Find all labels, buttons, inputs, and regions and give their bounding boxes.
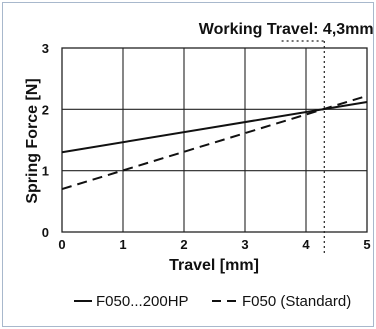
grid-lines (62, 48, 367, 232)
y-tick-labels: 0 1 2 3 (42, 41, 49, 240)
x-tick-label: 5 (363, 237, 370, 252)
legend-label: F050 (Standard) (242, 293, 351, 310)
x-tick-label: 0 (58, 237, 65, 252)
y-axis-label: Spring Force [N] (24, 78, 41, 203)
working-travel-annotation: Working Travel: 4,3mm (199, 21, 374, 254)
y-tick-label: 0 (42, 225, 49, 240)
legend-label: F050...200HP (96, 293, 189, 310)
plot-area (61, 47, 368, 233)
x-axis-label: Travel [mm] (169, 257, 259, 274)
y-tick-label: 1 (42, 164, 49, 179)
working-travel-label: Working Travel: 4,3mm (199, 21, 374, 38)
x-tick-label: 2 (180, 237, 187, 252)
series-line-solid (61, 100, 368, 154)
x-tick-label: 4 (302, 237, 310, 252)
x-tick-labels: 0 1 2 3 4 5 (58, 237, 370, 252)
x-tick-label: 1 (119, 237, 126, 252)
y-tick-label: 2 (42, 102, 49, 117)
y-tick-label: 3 (42, 41, 49, 56)
x-tick-label: 3 (241, 237, 248, 252)
legend: F050...200HP F050 (Standard) (74, 293, 351, 310)
series-line-dashed (61, 94, 368, 191)
series-lines (61, 94, 368, 191)
